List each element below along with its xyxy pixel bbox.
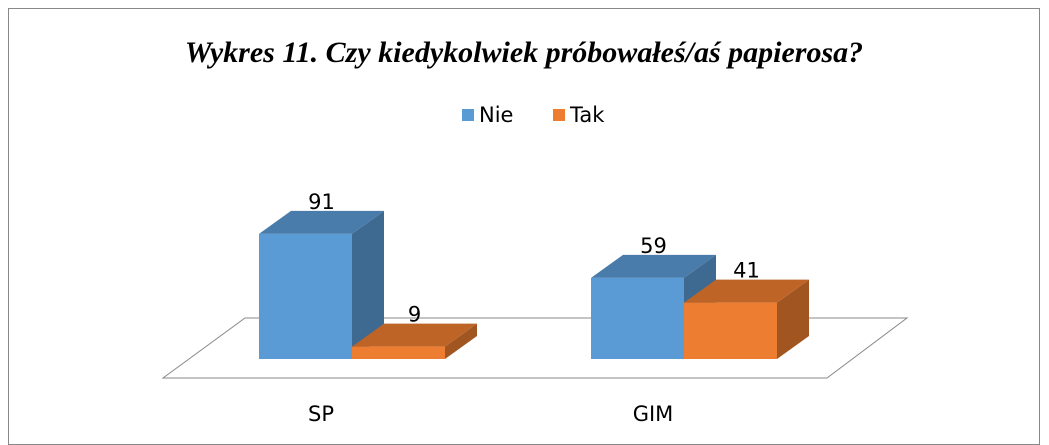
data-label: 41 bbox=[733, 259, 760, 283]
bar-side bbox=[352, 210, 384, 359]
data-label: 9 bbox=[408, 303, 421, 327]
bar-side bbox=[445, 323, 477, 359]
legend-label: Nie bbox=[479, 103, 513, 127]
bar-top bbox=[259, 210, 384, 234]
chart-title: Wykres 11. Czy kiedykolwiek próbowałeś/a… bbox=[185, 36, 863, 69]
legend-swatch bbox=[462, 109, 474, 121]
chart-frame bbox=[8, 8, 1040, 445]
bar-top bbox=[591, 254, 716, 278]
legend-swatch bbox=[553, 109, 565, 121]
bar bbox=[352, 346, 445, 359]
bar-top bbox=[684, 279, 809, 303]
bar bbox=[591, 277, 684, 359]
bar-top bbox=[352, 323, 477, 347]
x-tick-label: SP bbox=[308, 402, 334, 426]
data-label: 91 bbox=[308, 190, 335, 214]
bar-side bbox=[777, 279, 809, 359]
legend-label: Tak bbox=[569, 103, 605, 127]
bar bbox=[684, 302, 777, 359]
x-tick-label: GIM bbox=[633, 402, 674, 426]
bar bbox=[259, 233, 352, 359]
data-label: 59 bbox=[640, 234, 667, 258]
